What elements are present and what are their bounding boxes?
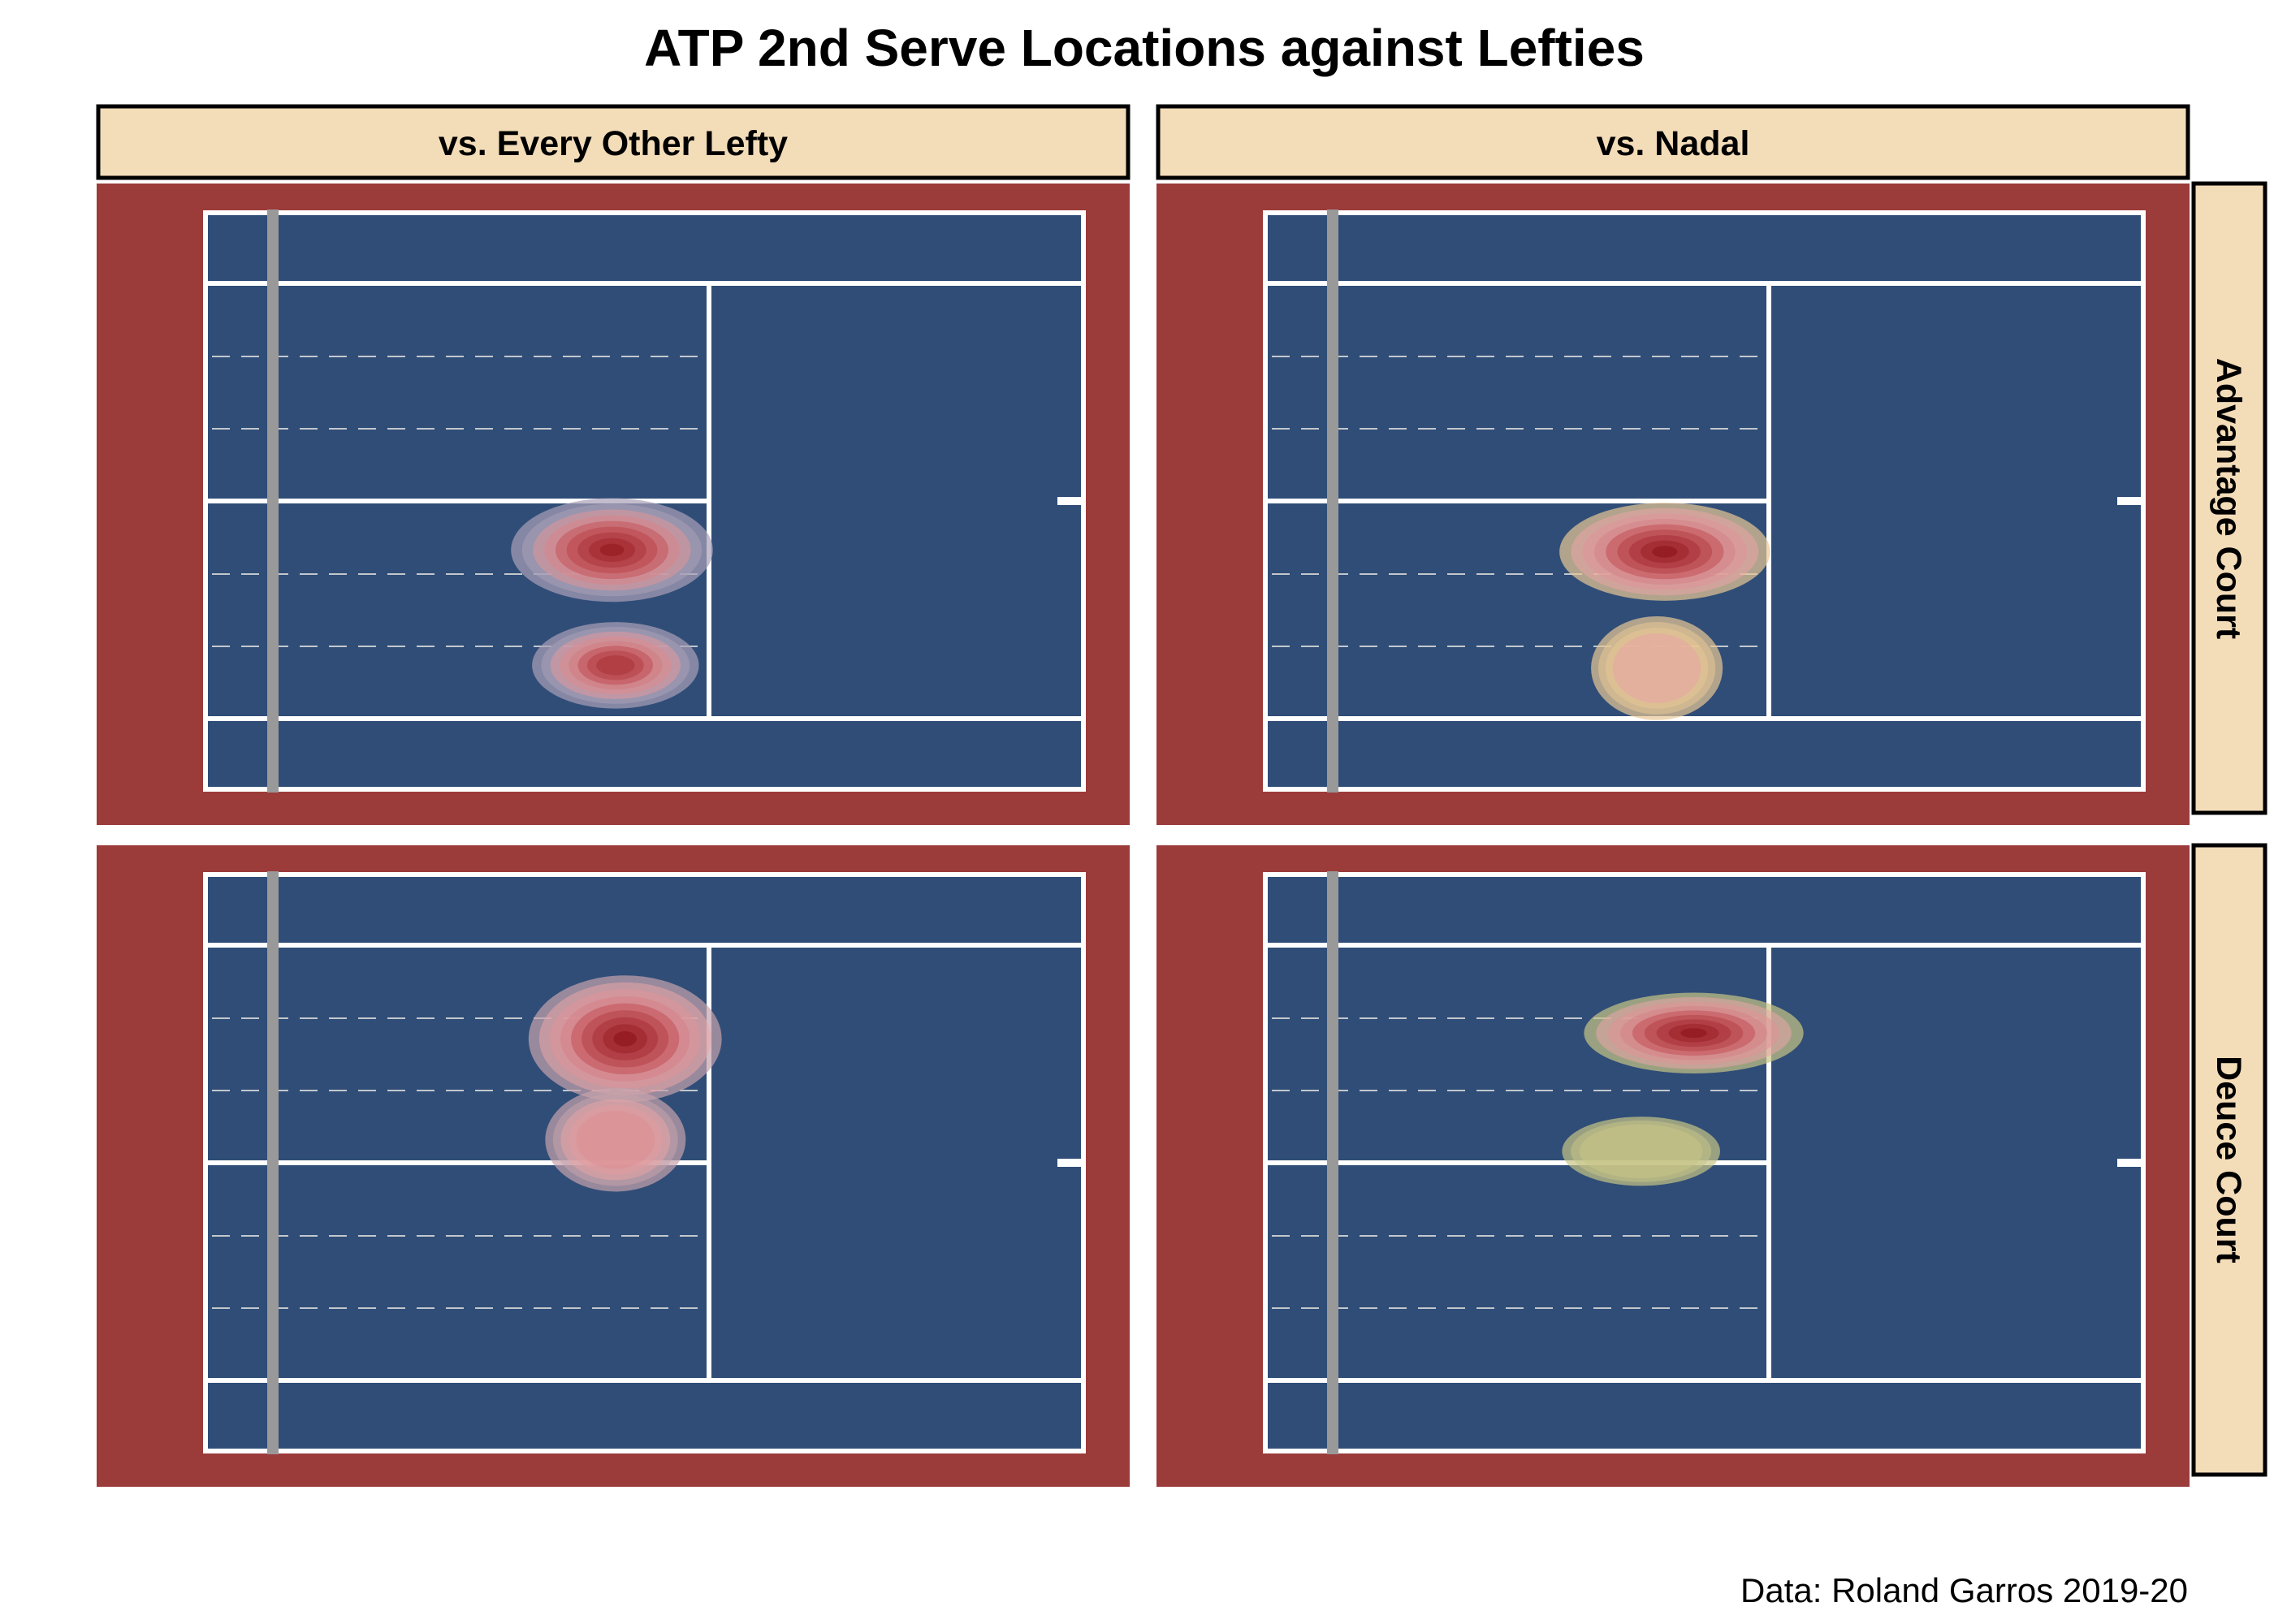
column-strip-2: vs. Nadal [1156, 104, 2190, 180]
panel-4 [1156, 845, 2190, 1487]
serve-density [528, 975, 722, 1192]
column-label-1: vs. Every Other Lefty [439, 124, 788, 163]
density-contour [596, 655, 635, 676]
row-strip-2: Deuce Court [2191, 843, 2268, 1477]
panel-2 [1156, 184, 2190, 825]
panels [97, 184, 2190, 1487]
density-contour [599, 543, 625, 557]
column-strip-1: vs. Every Other Lefty [96, 104, 1131, 180]
density-contour [1652, 546, 1678, 558]
density-contour [1612, 633, 1701, 703]
density-contour [1680, 1028, 1707, 1039]
density-contour [576, 1110, 655, 1169]
row-strip-1: Advantage Court [2191, 181, 2268, 815]
chart-title: ATP 2nd Serve Locations against Lefties [644, 19, 1645, 77]
column-label-2: vs. Nadal [1597, 124, 1750, 163]
row-label-1: Advantage Court [2209, 358, 2248, 639]
serve-density [1562, 992, 1804, 1186]
tennis-court [1263, 209, 2146, 793]
panel-1 [97, 184, 1130, 825]
density-contour [613, 1030, 637, 1047]
row-label-2: Deuce Court [2209, 1056, 2248, 1263]
serve-density [1559, 503, 1770, 720]
caption: Data: Roland Garros 2019-20 [1740, 1571, 2188, 1609]
panel-3 [97, 845, 1130, 1487]
serve-density [511, 498, 713, 709]
density-contour [1579, 1124, 1703, 1179]
